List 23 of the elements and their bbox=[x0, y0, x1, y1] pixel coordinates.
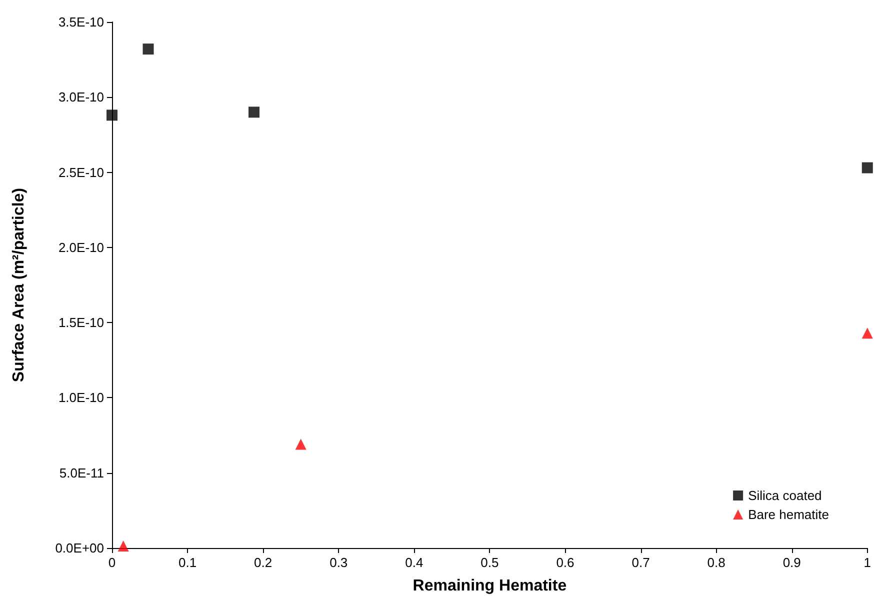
x-tick-label: 0.6 bbox=[556, 555, 574, 570]
y-tick-label: 3.5E-10 bbox=[58, 14, 104, 30]
y-tick-label: 5.0E-11 bbox=[59, 465, 104, 480]
y-tick-label: 1.0E-10 bbox=[58, 390, 104, 406]
x-axis-title: Remaining Hematite bbox=[412, 578, 567, 594]
x-tick-label: 0.1 bbox=[178, 555, 197, 570]
x-tick-label: 0.2 bbox=[254, 555, 272, 570]
x-tick-label: 0.3 bbox=[330, 555, 348, 570]
x-tick-label: 0.8 bbox=[707, 555, 726, 570]
y-tick-label: 1.5E-10 bbox=[58, 315, 104, 330]
y-tick-label: 0.0E+00 bbox=[55, 540, 104, 556]
x-tick-label: 0.4 bbox=[405, 555, 424, 570]
y-tick-label: 3.0E-10 bbox=[58, 90, 104, 105]
y-tick-label: 2.5E-10 bbox=[58, 164, 104, 180]
legend-label: Silica coated bbox=[748, 488, 822, 503]
x-tick-label: 0 bbox=[108, 555, 116, 570]
x-tick-label: 0.5 bbox=[480, 555, 499, 570]
legend-label: Bare hematite bbox=[748, 507, 830, 522]
x-tick-label: 0.7 bbox=[632, 555, 650, 570]
y-axis-title: Surface Area (m²/particle) bbox=[10, 188, 28, 382]
x-tick-label: 0.9 bbox=[782, 555, 801, 570]
x-tick-label: 1 bbox=[864, 555, 871, 570]
y-tick-label: 2.0E-10 bbox=[58, 240, 104, 255]
